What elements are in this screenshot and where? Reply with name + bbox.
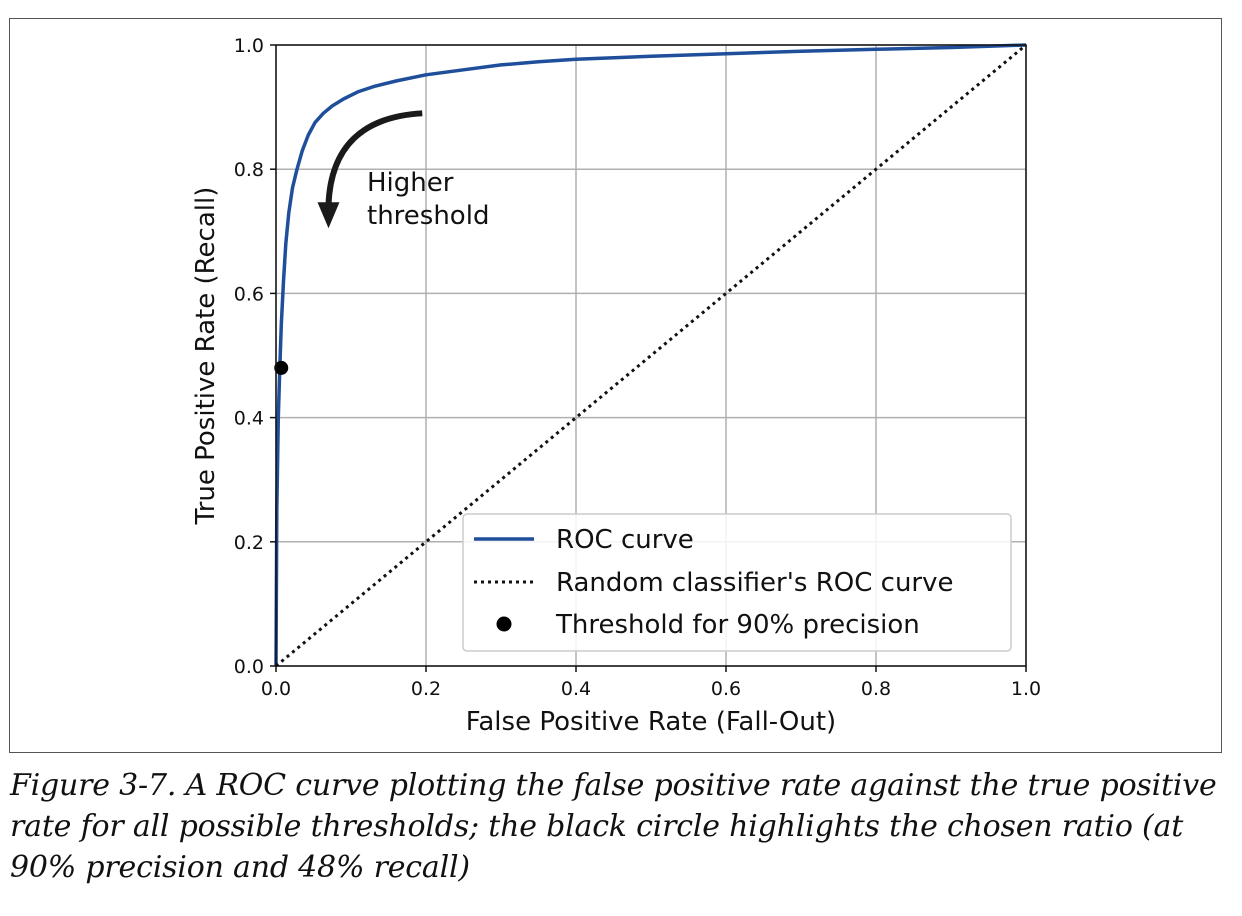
x-tick-label: 0.0 [261,678,291,700]
series-layer [274,43,1027,668]
x-tick-label: 0.4 [561,678,591,700]
plot-border [275,44,1027,667]
y-axis-label: True Positive Rate (Recall) [191,187,221,526]
x-axis-label: False Positive Rate (Fall-Out) [466,707,836,737]
legend-swatch-threshold [496,616,512,632]
legend-label-threshold: Threshold for 90% precision [555,610,920,640]
legend-label-random: Random classifier's ROC curve [556,568,954,598]
threshold-point [274,360,289,375]
roc-curve-line [274,43,1027,667]
y-tick-label: 0.8 [234,159,264,181]
legend-label-roc: ROC curve [556,525,694,555]
annotation: Higher threshold [317,110,489,231]
annotation-line-higher: Higher [367,168,454,198]
roc-chart: 0.0 0.2 0.4 0.6 0.8 1.0 0.0 0.2 0.4 0.6 0.8 1.0 Fal… [191,35,1041,737]
y-tick-label: 0.4 [234,408,264,430]
figure-caption: Figure 3-7. A ROC curve plotting the fal… [10,768,1217,885]
annotation-line-threshold: threshold [367,201,489,231]
annotation-arrow-shaft [325,110,423,205]
x-tick-label: 1.0 [1011,678,1041,700]
ticks: 0.0 0.2 0.4 0.6 0.8 1.0 0.0 0.2 0.4 0.6 0.8 1.0 [234,35,1041,700]
y-tick-label: 0.2 [234,532,264,554]
x-tick-label: 0.2 [411,678,441,700]
legend-box [462,513,1012,652]
annotation-arrowhead [317,202,340,229]
random-classifier-line [275,43,1027,668]
y-tick-label: 1.0 [234,35,264,57]
y-tick-label: 0.0 [234,656,264,678]
x-tick-label: 0.6 [711,678,741,700]
x-tick-label: 0.8 [861,678,891,700]
y-tick-label: 0.6 [234,283,264,305]
legend: ROC curve Random classifier's ROC curve … [462,513,1012,652]
